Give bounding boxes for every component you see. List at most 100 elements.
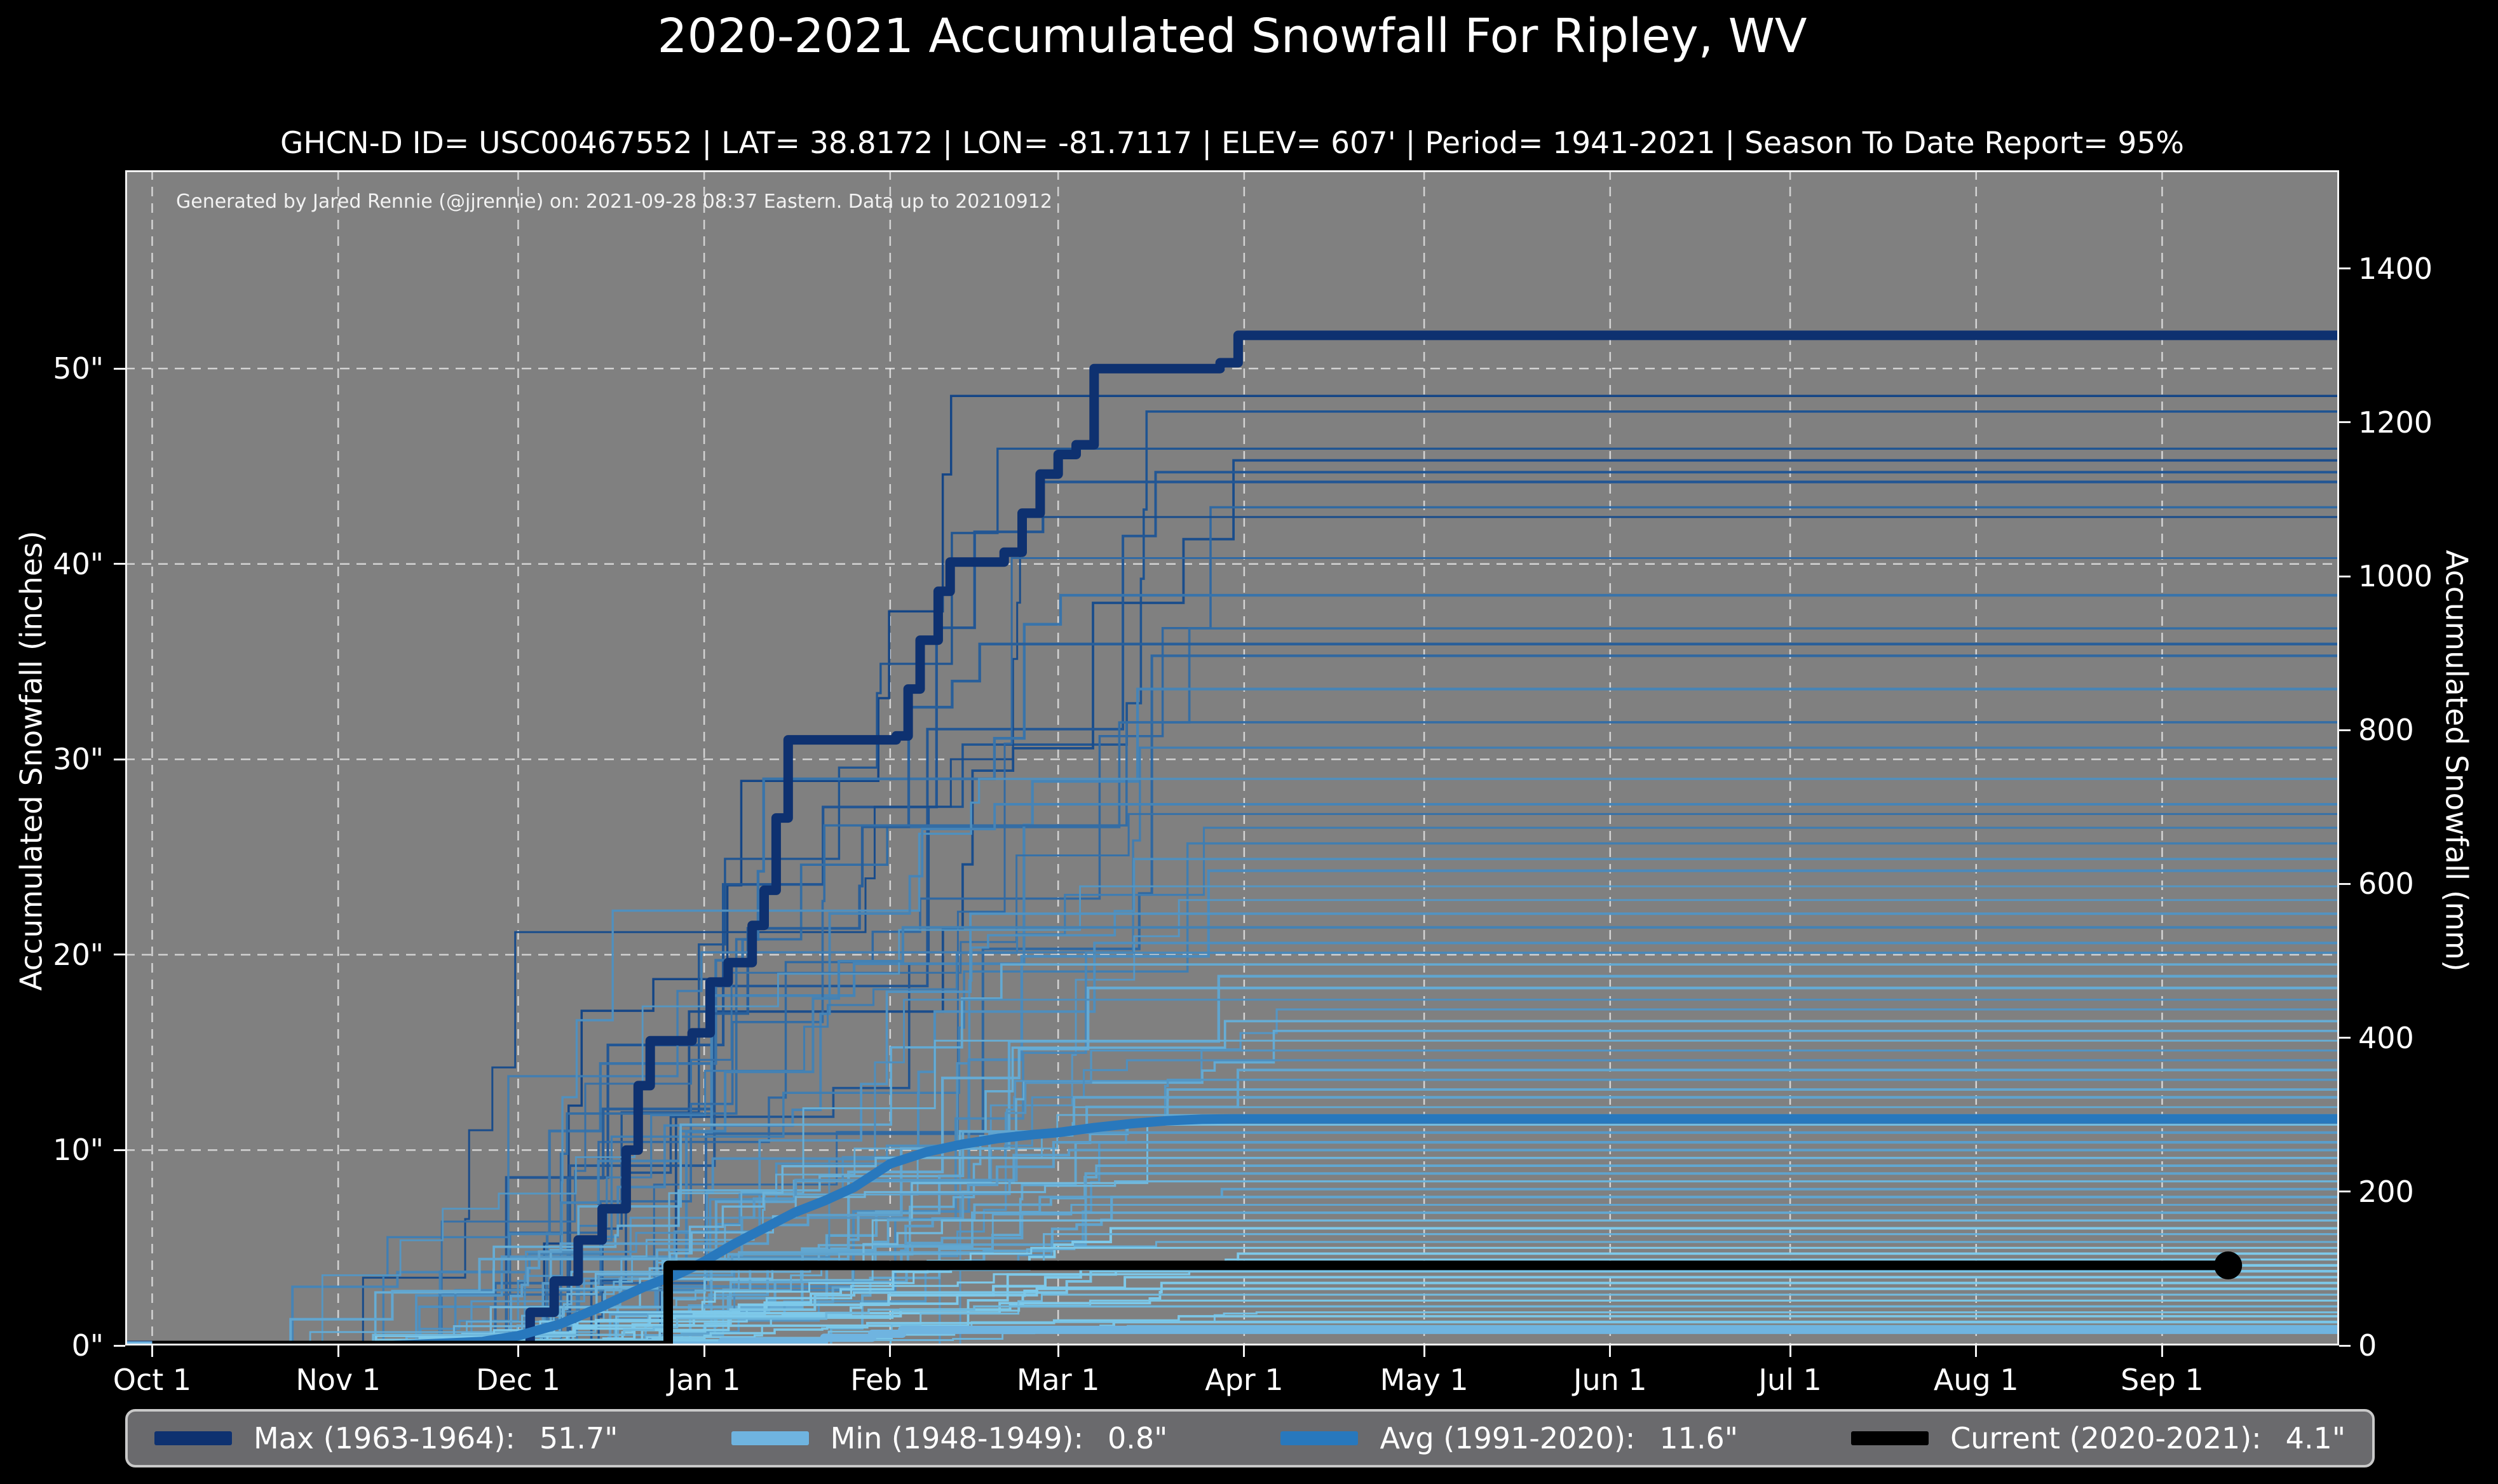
season-line (125, 1069, 2339, 1346)
left-tick-label-1: 10" (53, 1133, 104, 1168)
legend-item-current: Current (2020-2021): 4.1" (1851, 1421, 2345, 1455)
x-tick-mark-5 (1057, 1346, 1059, 1357)
legend-swatch-current (1851, 1431, 1929, 1445)
season-line (125, 721, 2339, 1346)
x-tick-label-8: Jun 1 (1573, 1363, 1647, 1397)
station-subtitle: GHCN-D ID= USC00467552 | LAT= 38.8172 | … (280, 126, 2185, 161)
season-line (125, 471, 2339, 1346)
season-line (125, 912, 2339, 1346)
x-tick-mark-4 (889, 1346, 892, 1357)
left-tick-label-4: 40" (53, 546, 104, 581)
legend-label-current: Current (2020-2021): (1950, 1421, 2262, 1455)
attribution-note: Generated by Jared Rennie (@jjrennie) on… (176, 191, 1052, 213)
series-line-min (125, 1325, 2339, 1346)
season-line (125, 813, 2339, 1346)
legend-swatch-avg (1280, 1431, 1359, 1445)
right-tick-label-4: 800 (2358, 713, 2414, 748)
series-line-avg (391, 1114, 2339, 1346)
x-tick-mark-10 (1975, 1346, 1978, 1357)
season-line (125, 1020, 2339, 1346)
season-line (125, 858, 2339, 1346)
x-tick-label-1: Nov 1 (295, 1363, 381, 1397)
plot-background (125, 170, 2339, 1346)
legend-swatch-min (731, 1431, 809, 1445)
season-line (125, 642, 2339, 1346)
season-line (125, 1049, 2339, 1346)
left-tick-mark-1 (114, 1149, 125, 1151)
x-tick-label-10: Aug 1 (1933, 1363, 2019, 1397)
left-tick-mark-5 (114, 367, 125, 370)
x-tick-mark-11 (2161, 1346, 2163, 1357)
x-tick-label-11: Sep 1 (2121, 1363, 2204, 1397)
snowfall-chart (125, 170, 2339, 1346)
right-tick-mark-4 (2339, 729, 2351, 731)
season-line (125, 999, 2339, 1346)
x-tick-label-0: Oct 1 (112, 1363, 192, 1397)
season-line (125, 480, 2339, 1346)
left-tick-mark-4 (114, 563, 125, 565)
left-tick-label-0: 0" (71, 1328, 104, 1363)
x-tick-label-5: Mar 1 (1016, 1363, 1100, 1397)
x-tick-mark-9 (1789, 1346, 1791, 1357)
season-line (125, 963, 2339, 1346)
right-axis-title: Accumulated Snowfall (mm) (2438, 550, 2474, 972)
x-tick-label-9: Jul 1 (1758, 1363, 1822, 1397)
season-line (125, 1149, 2339, 1346)
left-tick-label-2: 20" (53, 937, 104, 972)
legend-label-avg: Avg (1991-2020): (1380, 1421, 1636, 1455)
x-tick-label-3: Jan 1 (667, 1363, 741, 1397)
page-title: 2020-2021 Accumulated Snowfall For Riple… (657, 9, 1807, 64)
right-tick-label-0: 0 (2358, 1328, 2377, 1363)
right-tick-mark-6 (2339, 421, 2351, 424)
season-line (125, 778, 2339, 1346)
current-season-endpoint-dot (2214, 1251, 2243, 1279)
legend-item-avg: Avg (1991-2020): 11.6" (1280, 1421, 1738, 1455)
right-tick-mark-0 (2339, 1344, 2351, 1347)
x-tick-mark-0 (151, 1346, 153, 1357)
x-tick-label-2: Dec 1 (475, 1363, 560, 1397)
series-line-max (125, 330, 2339, 1346)
season-line (125, 516, 2339, 1346)
right-tick-label-6: 1200 (2358, 405, 2433, 440)
legend: Max (1963-1964): 51.7" Min (1948-1949): 0.8… (125, 1409, 2375, 1467)
right-tick-mark-7 (2339, 267, 2351, 270)
legend-label-max: Max (1963-1964): (254, 1421, 515, 1455)
legend-item-min: Min (1948-1949): 0.8" (731, 1421, 1168, 1455)
x-tick-mark-3 (703, 1346, 705, 1357)
legend-value-min: 0.8" (1107, 1421, 1168, 1455)
right-tick-mark-5 (2339, 575, 2351, 577)
left-tick-mark-0 (114, 1344, 125, 1347)
season-line (125, 1180, 2339, 1346)
legend-label-min: Min (1948-1949): (830, 1421, 1083, 1455)
season-line (125, 459, 2339, 1346)
season-line (125, 1270, 2339, 1346)
x-tick-mark-2 (517, 1346, 519, 1357)
x-tick-mark-1 (337, 1346, 339, 1357)
x-tick-label-4: Feb 1 (850, 1363, 930, 1397)
right-tick-label-3: 600 (2358, 867, 2414, 901)
x-tick-mark-7 (1423, 1346, 1425, 1357)
left-tick-mark-2 (114, 954, 125, 956)
left-tick-label-5: 50" (53, 351, 104, 386)
left-tick-label-3: 30" (53, 742, 104, 777)
legend-value-current: 4.1" (2285, 1421, 2345, 1455)
right-tick-label-2: 400 (2358, 1020, 2414, 1055)
x-tick-label-6: Apr 1 (1205, 1363, 1284, 1397)
x-tick-mark-6 (1243, 1346, 1246, 1357)
x-tick-mark-8 (1609, 1346, 1612, 1357)
right-tick-label-7: 1400 (2358, 251, 2433, 286)
legend-value-max: 51.7" (539, 1421, 618, 1455)
right-tick-label-1: 200 (2358, 1174, 2414, 1209)
season-line (125, 951, 2339, 1346)
season-line (125, 885, 2339, 1346)
right-tick-label-5: 1000 (2358, 559, 2433, 594)
legend-value-avg: 11.6" (1659, 1421, 1738, 1455)
series-line-current (152, 1260, 2229, 1346)
left-tick-mark-3 (114, 758, 125, 760)
plot-border (125, 170, 2339, 1346)
legend-item-max: Max (1963-1964): 51.7" (154, 1421, 618, 1455)
x-tick-label-7: May 1 (1380, 1363, 1469, 1397)
legend-swatch-max (154, 1431, 232, 1445)
right-tick-mark-1 (2339, 1191, 2351, 1193)
